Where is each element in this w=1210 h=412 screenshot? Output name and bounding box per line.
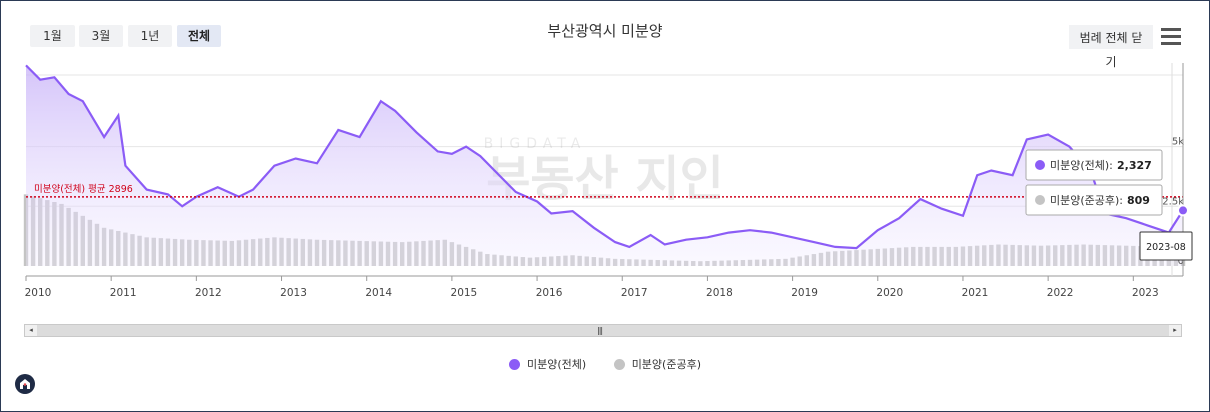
x-tick-label: 2016 — [536, 287, 563, 299]
y-tick-label: 5k — [1172, 137, 1184, 148]
tooltip-total-dot — [1035, 160, 1045, 170]
x-tick-label: 2010 — [25, 287, 52, 299]
hover-marker — [1177, 204, 1189, 217]
tooltip-completed: 미분양(준공후): 809 — [1025, 184, 1163, 216]
tooltip-total-value: 2,327 — [1117, 159, 1152, 172]
x-tick-label: 2022 — [1047, 287, 1074, 299]
average-line-label: 미분양(전체) 평균 2896 — [34, 184, 133, 195]
x-tick-label: 2013 — [280, 287, 307, 299]
legend-completed-label: 미분양(준공후) — [631, 358, 701, 371]
tooltip-completed-label: 미분양(준공후): — [1050, 194, 1123, 207]
x-tick-label: 2011 — [110, 287, 137, 299]
tooltip-completed-value: 809 — [1127, 194, 1150, 207]
house-logo-icon[interactable] — [15, 374, 35, 394]
x-tick-label: 2023 — [1132, 287, 1159, 299]
scroll-grip-icon[interactable]: ||| — [597, 326, 603, 335]
x-tick-label: 2017 — [621, 287, 648, 299]
y-tick-label: 2.5k — [1162, 196, 1184, 207]
legend-item-completed[interactable]: 미분양(준공후) — [613, 356, 701, 372]
x-tick-label: 2021 — [962, 287, 989, 299]
tooltip-completed-dot — [1035, 195, 1045, 205]
range-all-button[interactable]: 전체 — [177, 25, 221, 47]
range-1-year-button[interactable]: 1년 — [128, 25, 172, 47]
tooltip-total-label: 미분양(전체): — [1050, 159, 1113, 172]
x-tick-label: 2020 — [876, 287, 903, 299]
legend-completed-dot — [613, 358, 625, 370]
range-3-month-button[interactable]: 3월 — [79, 25, 123, 47]
chart-title: 부산광역시 미분양 — [547, 22, 663, 40]
range-1-month-button[interactable]: 1월 — [30, 25, 75, 47]
tooltip-total: 미분양(전체): 2,327 — [1025, 149, 1163, 181]
legend-item-total[interactable]: 미분양(전체) — [509, 356, 586, 372]
y-tick-label: 0 — [1178, 256, 1184, 267]
scroll-right-arrow-icon[interactable]: ▸ — [1169, 325, 1181, 336]
legend-total-label: 미분양(전체) — [527, 358, 587, 371]
legend-total-dot — [509, 358, 520, 370]
legend-toggle-button[interactable]: 범례 전체 닫기 — [1069, 25, 1153, 69]
range-scrollbar[interactable]: ◂ ||| ▸ — [24, 324, 1182, 337]
tooltip-date: 2023-08 — [1139, 231, 1193, 261]
scroll-left-arrow-icon[interactable]: ◂ — [25, 325, 37, 336]
tooltip-date-label: 2023-08 — [1146, 242, 1186, 253]
x-tick-label: 2018 — [706, 287, 733, 299]
x-tick-label: 2019 — [791, 287, 818, 299]
chart-legend: 미분양(전체) 미분양(준공후) — [0, 356, 1210, 373]
x-tick-label: 2015 — [451, 287, 478, 299]
series-total-line — [25, 64, 1184, 250]
hamburger-menu-icon[interactable] — [1161, 28, 1181, 46]
x-tick-label: 2014 — [365, 287, 392, 299]
series-total-area — [26, 65, 1183, 267]
x-tick-label: 2012 — [195, 287, 222, 299]
watermark-top: BIGDATA — [484, 136, 587, 152]
